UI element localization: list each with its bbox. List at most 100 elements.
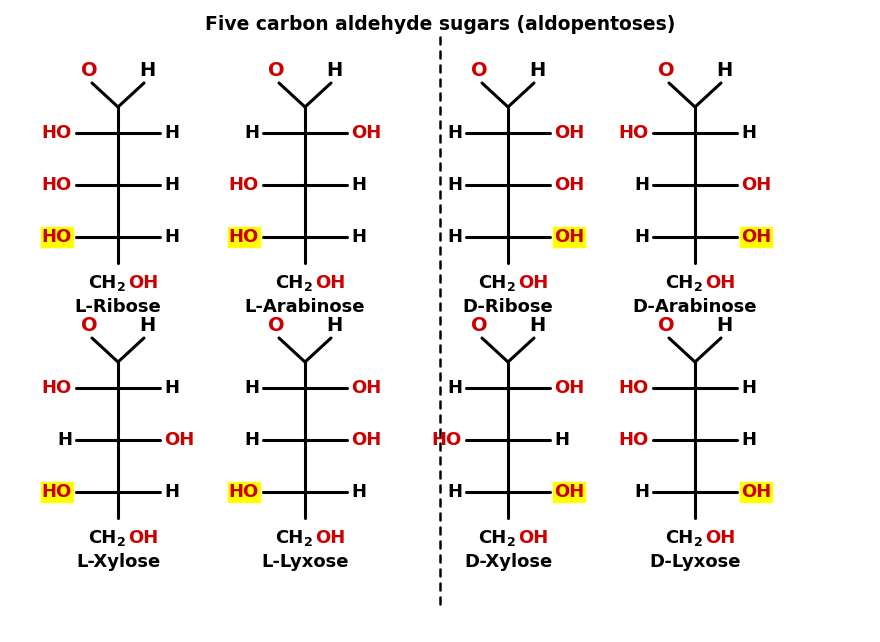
Text: H: H (447, 379, 462, 397)
Text: HO: HO (229, 176, 259, 194)
Text: H: H (634, 228, 649, 246)
Text: CH: CH (664, 529, 693, 547)
Text: O: O (657, 61, 674, 80)
Text: 2: 2 (507, 281, 516, 294)
Text: OH: OH (705, 529, 736, 547)
Text: 2: 2 (694, 281, 703, 294)
Text: H: H (715, 61, 732, 80)
Bar (41, 482, 73, 502)
Text: H: H (447, 176, 462, 194)
Text: OH: OH (554, 228, 584, 246)
Text: H: H (529, 316, 545, 335)
Text: OH: OH (741, 176, 771, 194)
Text: HO: HO (229, 228, 259, 246)
Text: O: O (268, 61, 284, 80)
Text: H: H (741, 431, 756, 449)
Text: H: H (164, 483, 179, 501)
Text: 2: 2 (304, 536, 312, 550)
Text: OH: OH (128, 273, 158, 291)
Text: H: H (164, 124, 179, 142)
Text: H: H (139, 61, 155, 80)
Text: 2: 2 (694, 536, 703, 550)
Text: H: H (447, 124, 462, 142)
Text: HO: HO (41, 176, 72, 194)
Text: CH: CH (275, 529, 303, 547)
Text: D-Lyxose: D-Lyxose (649, 553, 741, 571)
Text: H: H (634, 483, 649, 501)
Text: OH: OH (128, 529, 158, 547)
Bar (553, 482, 585, 502)
Text: HO: HO (41, 228, 72, 246)
Text: H: H (351, 228, 366, 246)
Text: HO: HO (41, 124, 72, 142)
Text: OH: OH (554, 483, 584, 501)
Text: OH: OH (351, 379, 381, 397)
Text: O: O (657, 316, 674, 335)
Text: HO: HO (619, 124, 649, 142)
Text: OH: OH (518, 273, 548, 291)
Bar (228, 227, 260, 247)
Text: H: H (164, 176, 179, 194)
Text: CH: CH (478, 529, 506, 547)
Text: CH: CH (88, 529, 116, 547)
Text: L-Arabinose: L-Arabinose (245, 298, 365, 317)
Text: OH: OH (741, 228, 771, 246)
Text: H: H (715, 316, 732, 335)
Text: O: O (471, 61, 488, 80)
Text: HO: HO (619, 379, 649, 397)
Text: 2: 2 (507, 536, 516, 550)
Text: Five carbon aldehyde sugars (aldopentoses): Five carbon aldehyde sugars (aldopentose… (205, 15, 675, 33)
Bar (41, 227, 73, 247)
Text: 2: 2 (117, 281, 126, 294)
Text: O: O (81, 316, 98, 335)
Text: D-Xylose: D-Xylose (464, 553, 552, 571)
Text: H: H (244, 379, 259, 397)
Text: HO: HO (619, 431, 649, 449)
Text: OH: OH (554, 124, 584, 142)
Text: H: H (351, 176, 366, 194)
Text: OH: OH (741, 483, 771, 501)
Text: L-Lyxose: L-Lyxose (261, 553, 348, 571)
Text: 2: 2 (117, 536, 126, 550)
Text: H: H (634, 176, 649, 194)
Text: HO: HO (229, 483, 259, 501)
Text: D-Ribose: D-Ribose (463, 298, 554, 317)
Text: HO: HO (432, 431, 462, 449)
Text: O: O (471, 316, 488, 335)
Text: H: H (244, 431, 259, 449)
Text: H: H (139, 316, 155, 335)
Bar (740, 482, 772, 502)
Text: D-Arabinose: D-Arabinose (633, 298, 758, 317)
Text: OH: OH (315, 529, 345, 547)
Text: OH: OH (351, 431, 381, 449)
Text: OH: OH (554, 176, 584, 194)
Text: OH: OH (705, 273, 736, 291)
Text: H: H (326, 316, 342, 335)
Text: OH: OH (518, 529, 548, 547)
Text: HO: HO (41, 483, 72, 501)
Text: H: H (741, 379, 756, 397)
Text: H: H (57, 431, 72, 449)
Text: L-Xylose: L-Xylose (76, 553, 160, 571)
Bar (228, 482, 260, 502)
Bar (740, 227, 772, 247)
Text: OH: OH (164, 431, 194, 449)
Text: HO: HO (41, 379, 72, 397)
Text: H: H (326, 61, 342, 80)
Text: O: O (268, 316, 284, 335)
Text: OH: OH (554, 379, 584, 397)
Text: 2: 2 (304, 281, 312, 294)
Text: H: H (447, 483, 462, 501)
Text: OH: OH (315, 273, 345, 291)
Text: H: H (164, 228, 179, 246)
Text: CH: CH (88, 273, 116, 291)
Text: OH: OH (351, 124, 381, 142)
Text: H: H (554, 431, 569, 449)
Text: H: H (529, 61, 545, 80)
Text: O: O (81, 61, 98, 80)
Text: H: H (447, 228, 462, 246)
Text: CH: CH (275, 273, 303, 291)
Text: H: H (741, 124, 756, 142)
Text: H: H (244, 124, 259, 142)
Bar (553, 227, 585, 247)
